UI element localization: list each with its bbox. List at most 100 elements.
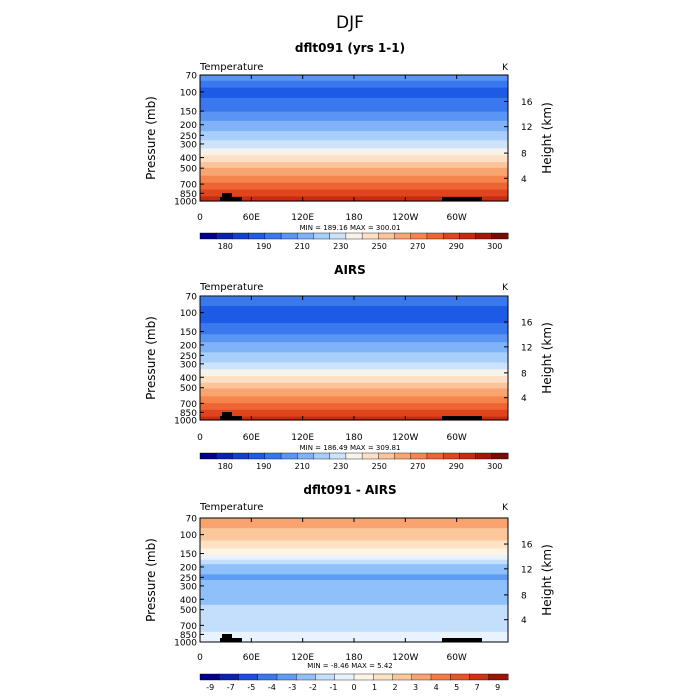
colorbar-swatch (491, 232, 509, 240)
contour-band (200, 584, 508, 587)
colorbar-swatch (361, 232, 379, 240)
contour-band (200, 332, 508, 334)
contour-band (200, 343, 508, 346)
contour-band (200, 176, 508, 179)
contour-band (200, 374, 508, 377)
colorbar-label: 290 (449, 242, 464, 251)
contour-band (200, 350, 508, 352)
height-tick-label: 8 (521, 591, 527, 601)
contour-band (200, 174, 508, 177)
contour-band (200, 580, 508, 582)
contour-band (200, 583, 508, 586)
colorbar-swatch (353, 673, 374, 681)
contour-band (200, 188, 508, 191)
contour-band (200, 116, 508, 118)
height-tick-label: 12 (521, 123, 532, 133)
contour-band (200, 566, 508, 569)
contour-band (200, 101, 508, 104)
contour-band (200, 83, 508, 85)
contour-band (200, 96, 508, 99)
colorbar-label: 4 (434, 683, 439, 692)
colorbar-label: 190 (256, 462, 271, 471)
height-tick-label: 4 (521, 175, 527, 185)
contour-band (200, 367, 508, 369)
colorbar-label: 180 (218, 242, 233, 251)
contour-band (200, 162, 508, 164)
colorbar-swatch (329, 232, 347, 240)
contour-band (200, 552, 508, 555)
colorbar-swatch (334, 673, 355, 681)
colorbar-swatch (459, 452, 477, 460)
longitude-tick-label: 120W (392, 653, 418, 663)
units-label: K (502, 503, 509, 513)
contour-band (200, 529, 508, 531)
colorbar-swatch (345, 232, 363, 240)
contour-band (200, 558, 508, 561)
colorbar-label: -7 (227, 683, 235, 692)
pressure-tick-label: 850 (180, 409, 197, 419)
contour-band (200, 358, 508, 360)
contour-band (200, 184, 508, 187)
contour-band (200, 300, 508, 303)
contour-band (200, 564, 508, 566)
height-tick-label: 4 (521, 616, 527, 626)
contour-band (200, 560, 508, 563)
contour-band (200, 605, 508, 608)
pressure-tick-label: 850 (180, 190, 197, 200)
variable-label: Temperature (199, 282, 263, 293)
contour-band (200, 561, 508, 564)
terrain-mask (222, 193, 232, 201)
colorbar-label: 270 (410, 242, 425, 251)
colorbar-swatch (378, 452, 396, 460)
contour-band (200, 93, 508, 96)
height-tick-label: 12 (521, 343, 532, 353)
contour-band (200, 156, 508, 159)
longitude-tick-label: 60W (446, 433, 466, 443)
contour-band (200, 181, 508, 184)
colorbar-swatch (216, 452, 233, 460)
contour-band (200, 139, 508, 141)
contour-band (200, 540, 508, 543)
colorbar-swatch (297, 452, 314, 460)
pressure-tick-label: 70 (186, 72, 198, 82)
contour-band (200, 600, 508, 603)
colorbar-swatch (264, 232, 282, 240)
contour-band (200, 150, 508, 153)
contour-band (200, 554, 508, 556)
contour-band (200, 102, 508, 105)
contour-band (200, 118, 508, 121)
contour-band (200, 316, 508, 319)
colorbar-label: -4 (268, 683, 276, 692)
contour-band (200, 387, 508, 390)
colorbar-label: 290 (449, 462, 464, 471)
contour-band (200, 609, 508, 612)
terrain-mask (442, 416, 464, 420)
pressure-tick-label: 200 (180, 341, 197, 351)
longitude-tick-label: 0 (197, 653, 203, 663)
longitude-tick-label: 60W (446, 653, 466, 663)
contour-band (200, 335, 508, 338)
contour-band (200, 635, 508, 637)
longitude-tick-label: 180 (345, 213, 362, 223)
contour-band (200, 413, 508, 415)
height-tick-label: 4 (521, 394, 527, 404)
colorbar-label: 250 (372, 242, 387, 251)
contour-band (200, 551, 508, 554)
pressure-tick-label: 500 (180, 165, 197, 175)
contour-band (200, 97, 508, 100)
contour-band (200, 532, 508, 535)
contour-band (200, 546, 508, 548)
contour-band (200, 360, 508, 362)
colorbar-swatch (199, 452, 217, 460)
contour-band (200, 363, 508, 366)
contour-band (200, 541, 508, 544)
contour-band (200, 151, 508, 154)
contour-band (200, 399, 508, 402)
contour-band (200, 158, 508, 161)
contour-band (200, 373, 508, 376)
contour-band (200, 80, 508, 83)
contour-band (200, 187, 508, 189)
contour-band (200, 578, 508, 581)
contour-band (200, 379, 508, 382)
